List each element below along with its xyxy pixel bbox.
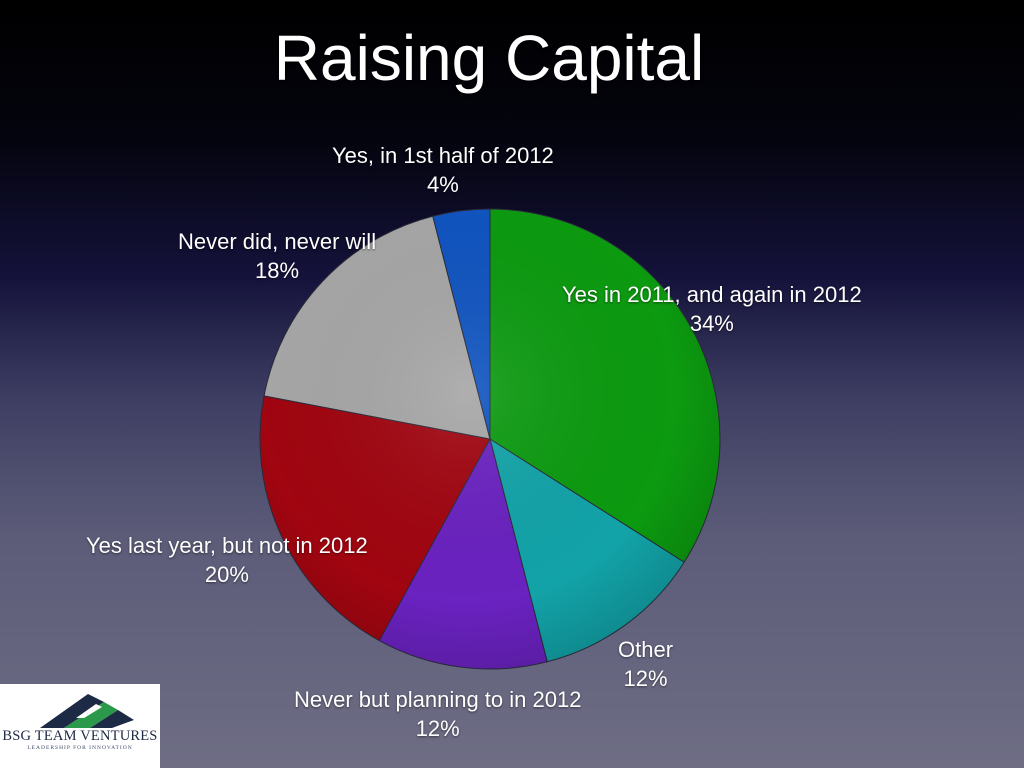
slice-label-text: Never did, never will xyxy=(178,229,377,254)
slice-label-other: Other 12% xyxy=(618,635,673,693)
slice-label-yes-1st-half-2012: Yes, in 1st half of 2012 4% xyxy=(332,141,554,199)
slice-value-text: 20% xyxy=(204,562,249,587)
slice-label-text: Yes last year, but not in 2012 xyxy=(86,533,368,558)
slice-value-text: 12% xyxy=(623,666,668,691)
slice-label-text: Never but planning to in 2012 xyxy=(294,687,582,712)
slice-label-text: Other xyxy=(618,637,674,662)
slice-label-text: Yes in 2011, and again in 2012 xyxy=(562,282,862,307)
slide-title: Raising Capital xyxy=(273,22,705,94)
slice-label-yes-2011-and-2012: Yes in 2011, and again in 2012 34% xyxy=(562,280,862,338)
logo-tagline: LEADERSHIP FOR INNOVATION xyxy=(27,745,133,751)
company-logo: BSG TEAM VENTURES LEADERSHIP FOR INNOVAT… xyxy=(0,684,160,768)
slice-value-text: 34% xyxy=(689,311,734,336)
logo-mountain-icon xyxy=(40,694,134,728)
logo-name: BSG TEAM VENTURES xyxy=(2,728,158,744)
slice-label-never-but-planning: Never but planning to in 2012 12% xyxy=(294,685,581,743)
slice-label-never-did: Never did, never will 18% xyxy=(178,227,376,285)
slice-value-text: 4% xyxy=(427,172,459,197)
slice-label-text: Yes, in 1st half of 2012 xyxy=(332,143,554,168)
slice-value-text: 18% xyxy=(255,258,300,283)
slice-value-text: 12% xyxy=(415,716,460,741)
slice-label-yes-last-year: Yes last year, but not in 2012 20% xyxy=(86,531,368,589)
